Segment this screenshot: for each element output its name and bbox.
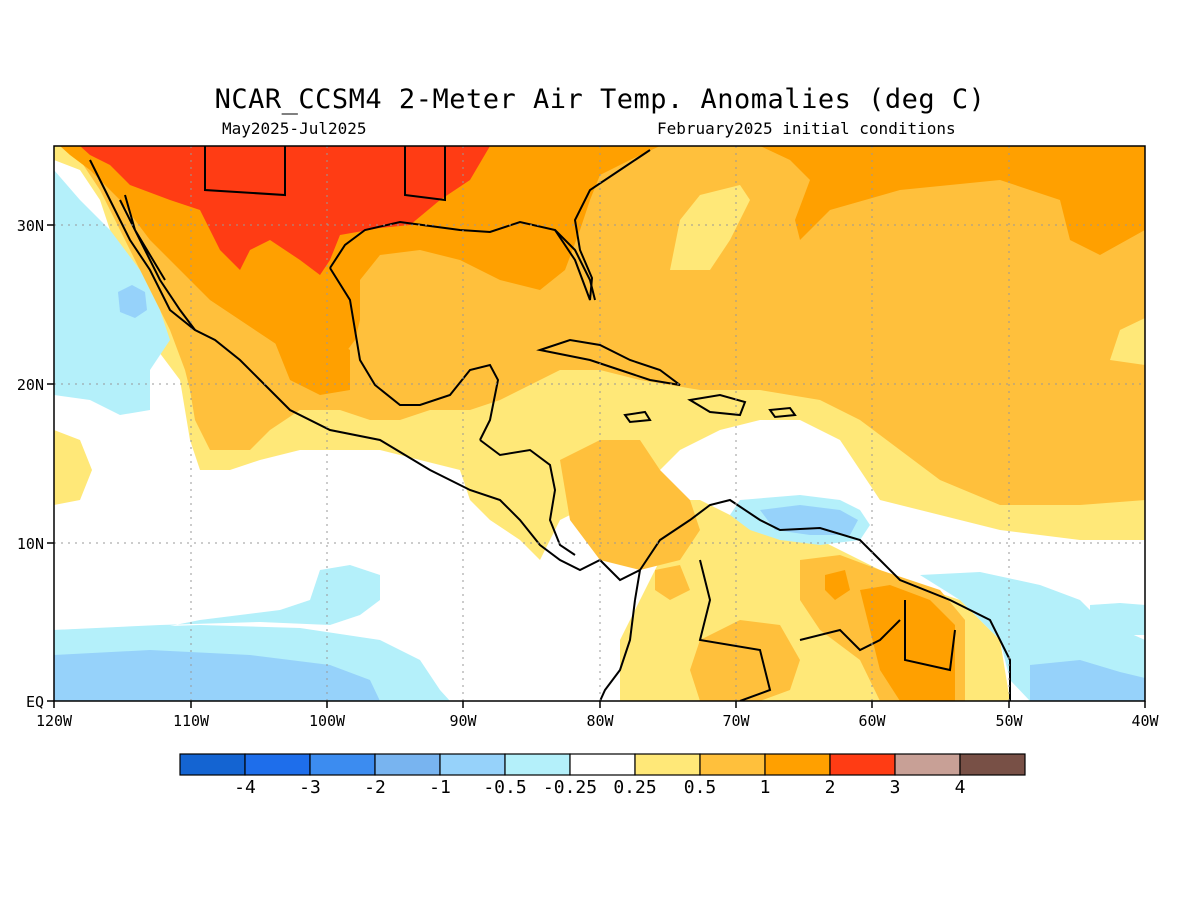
field-2-3 [80, 146, 490, 275]
colorbar-label: 3 [890, 777, 901, 798]
x-tick-label: 40W [1131, 712, 1159, 730]
colorbar-label: 0.25 [613, 777, 656, 798]
colorbar-swatch [179, 753, 246, 776]
field-neg-0-25 [54, 170, 170, 415]
colorbar-swatch [634, 753, 701, 776]
graticule [54, 146, 1145, 701]
y-tick-label: EQ [26, 693, 44, 711]
y-tick-label: 20N [17, 376, 44, 394]
colorbar-label: 1 [760, 777, 771, 798]
colorbar-swatch [829, 753, 896, 776]
colorbar-label: -4 [234, 777, 256, 798]
colorbar-swatch [894, 753, 961, 776]
colorbar-swatch [699, 753, 766, 776]
field-neg-0-5 [54, 650, 380, 701]
x-tick-label: 80W [586, 712, 614, 730]
colorbar-label: -1 [429, 777, 451, 798]
colorbar-swatch [244, 753, 311, 776]
x-tick-label: 50W [995, 712, 1023, 730]
colorbar-label: -2 [364, 777, 386, 798]
map-title: NCAR_CCSM4 2-Meter Air Temp. Anomalies (… [214, 84, 986, 115]
coastlines [89, 146, 1011, 701]
x-tick-label: 60W [858, 712, 886, 730]
initial-conditions: February2025 initial conditions [657, 119, 956, 138]
colorbar-labels: -4 -3 -2 -1 -0.5 -0.25 0.25 0.5 1 2 3 4 [234, 777, 965, 798]
colorbar-label: 4 [955, 777, 966, 798]
colorbar-swatch [439, 753, 506, 776]
colorbar-label: 2 [825, 777, 836, 798]
colorbar-swatch [504, 753, 571, 776]
forecast-period: May2025-Jul2025 [222, 119, 367, 138]
x-tick-label: 110W [173, 712, 210, 730]
x-tick-label: 120W [36, 712, 73, 730]
colorbar-label: 0.5 [684, 777, 717, 798]
colorbar-swatch [764, 753, 831, 776]
colorbar-label: -0.5 [483, 777, 526, 798]
y-tick-label: 30N [17, 217, 44, 235]
colorbar-label: -3 [299, 777, 321, 798]
colorbar-swatch [569, 753, 636, 776]
x-tick-label: 100W [309, 712, 346, 730]
colorbar-swatch [959, 753, 1026, 776]
colorbar-swatch [374, 753, 441, 776]
y-tick-label: 10N [17, 535, 44, 553]
x-tick-label: 70W [722, 712, 750, 730]
colorbar [179, 753, 1026, 776]
colorbar-label: -0.25 [543, 777, 597, 798]
anomaly-fields [54, 146, 1145, 701]
colorbar-swatch [309, 753, 376, 776]
x-tick-label: 90W [449, 712, 477, 730]
